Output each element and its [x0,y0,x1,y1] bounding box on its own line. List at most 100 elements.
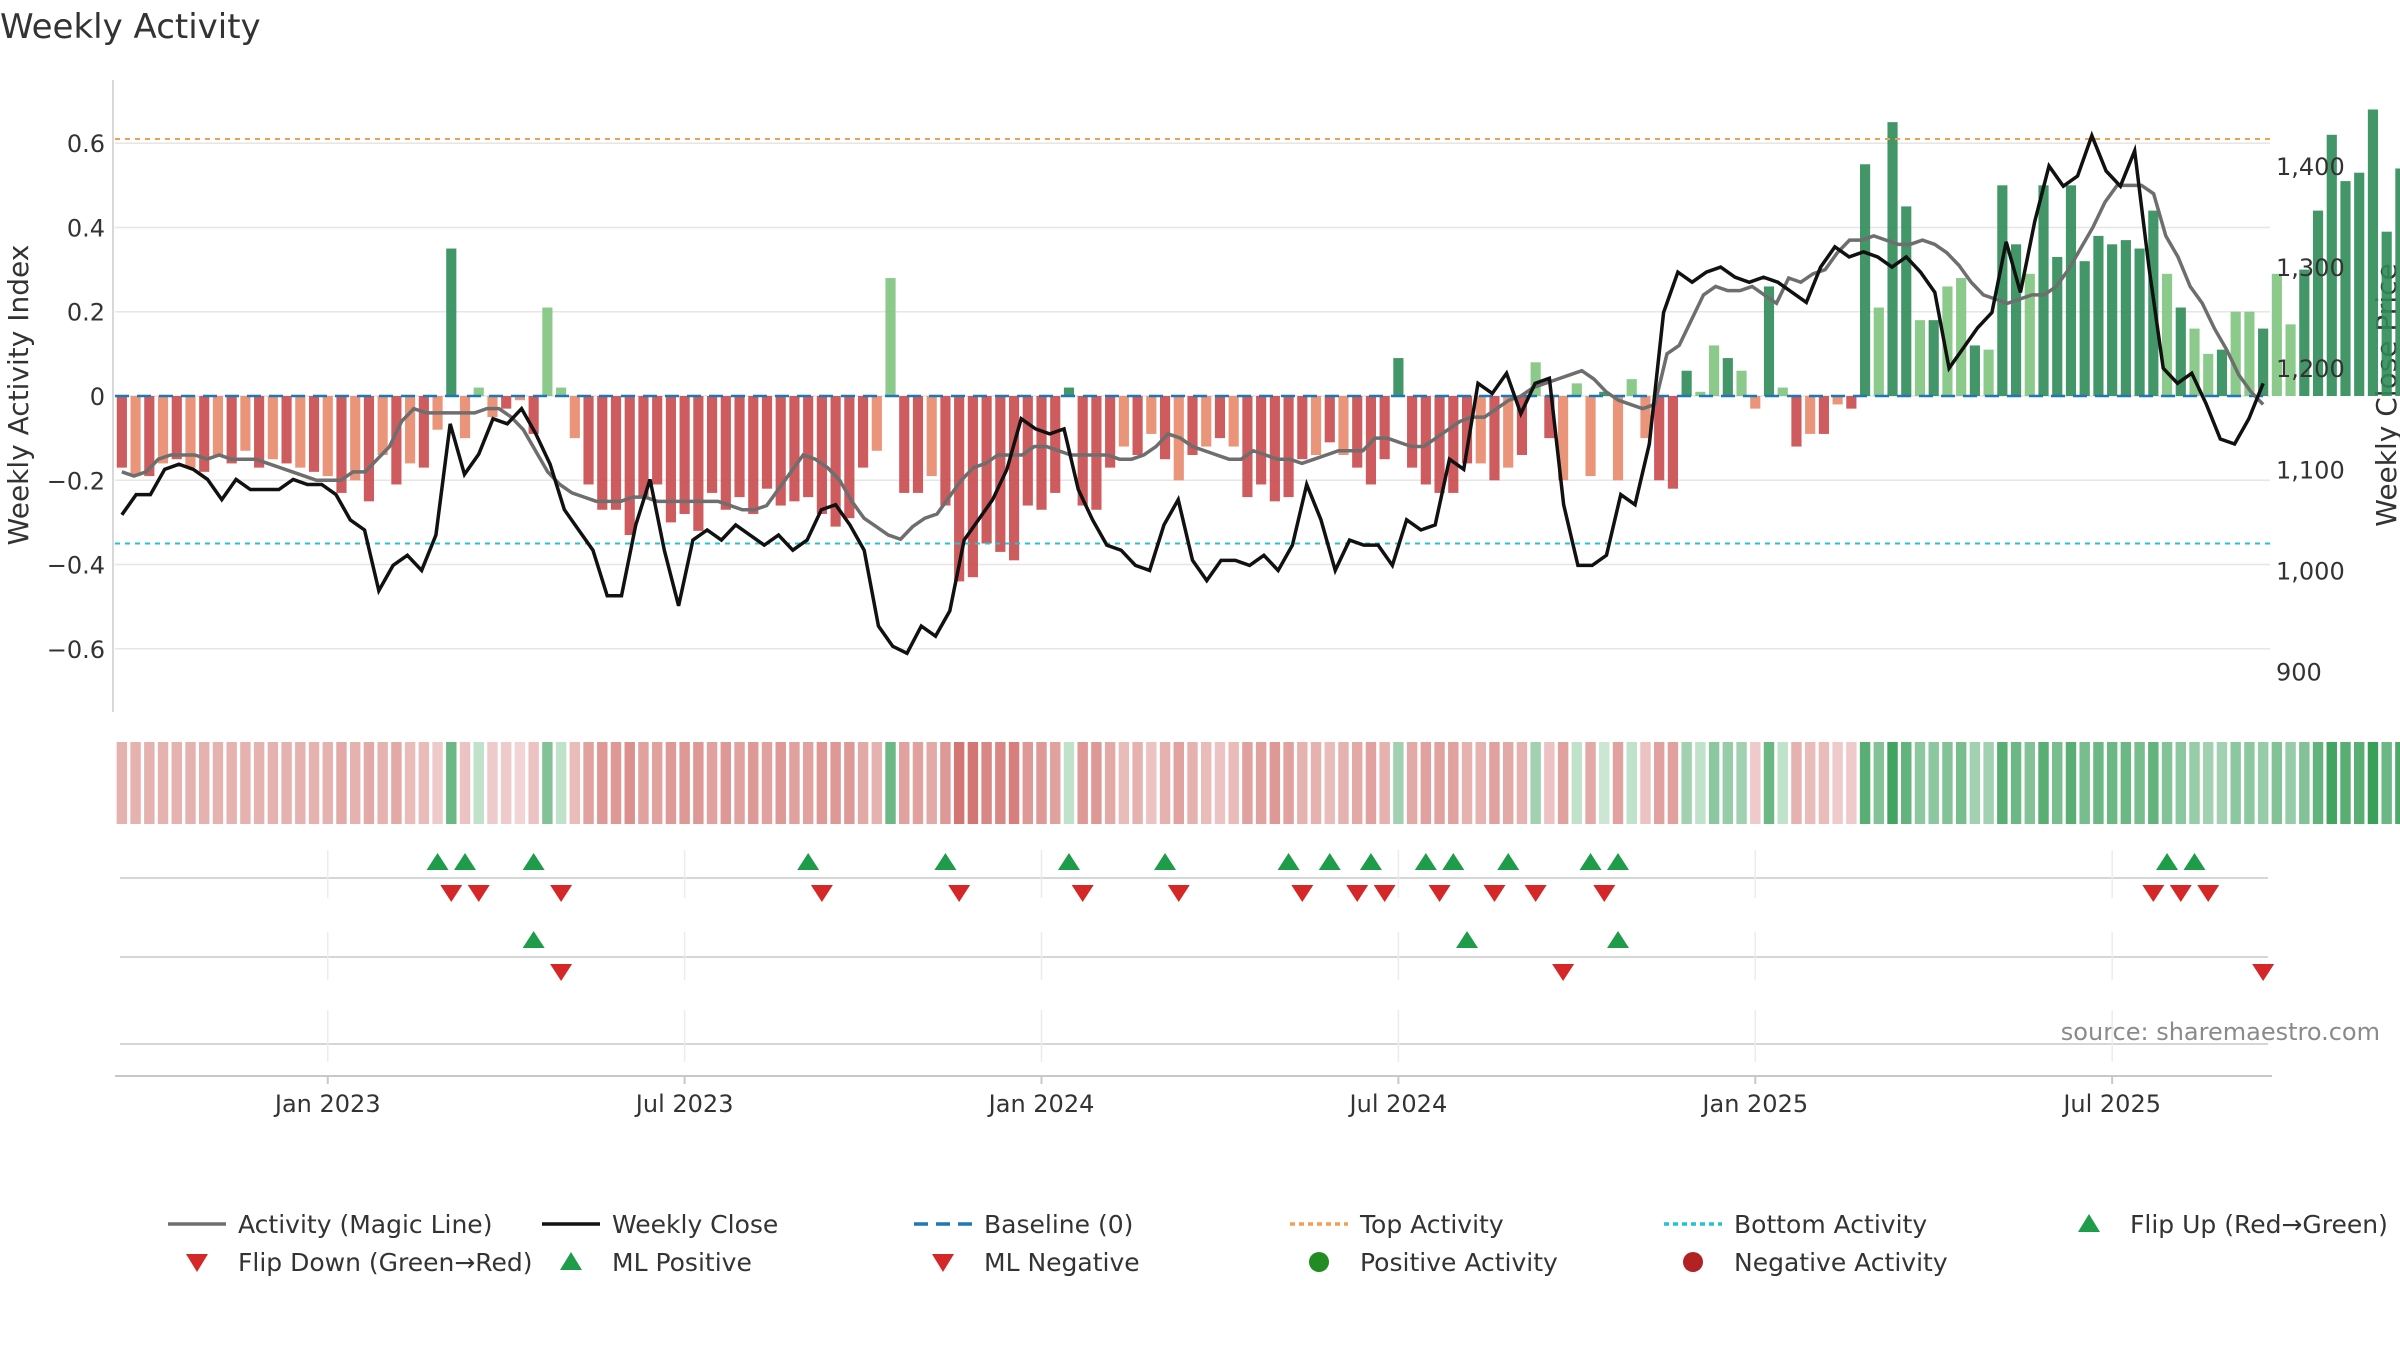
heat-strip-cell [144,742,155,824]
heat-strip-cell [2065,742,2077,824]
heat-strip-cell [2299,742,2310,824]
flip-down-marker [1483,885,1506,902]
legend-negative-activity-label: Negative Activity [1734,1248,1948,1277]
heat-strip-cell [789,742,800,824]
flip-up-marker [2156,853,2179,870]
activity-bar [487,396,498,418]
activity-bar [130,396,141,477]
heat-strip-cell [1969,742,1981,824]
legend-flip-down-label: Flip Down (Green→Red) [238,1248,533,1277]
activity-bar [2312,210,2324,396]
heat-strip-cell [844,742,855,824]
y2-tick-label: 1,200 [2276,355,2345,383]
legend-negative-activity-swatch [1683,1252,1703,1272]
heat-strip-cell [349,742,361,824]
heat-strip-cell [1297,742,1308,824]
legend-positive-activity: Positive Activity [1309,1248,1558,1277]
ml-positive-marker [1456,931,1479,948]
heat-strip-cell [2134,742,2145,824]
activity-bar [514,396,525,401]
activity-bar [1310,396,1322,455]
heat-strip-cell [1983,742,1994,824]
activity-bar [857,396,869,468]
weekly-close-line [120,130,2265,656]
activity-bar [1928,320,1939,396]
activity-bar [116,396,127,468]
heat-strip-cell [528,742,539,824]
heat-strip-cell [1777,742,1788,824]
activity-bar [940,396,951,506]
legend-ml-positive-swatch [560,1252,582,1270]
legend-baseline: Baseline (0) [914,1210,1133,1239]
heat-strip-cell [2079,742,2090,824]
heat-strip-cell [514,742,526,824]
heat-strip-cell [2257,742,2269,824]
heat-strip-cell [1118,742,1130,824]
activity-bar [267,396,278,460]
heat-strip-cell [2354,742,2365,824]
heat-strip-cell [693,742,704,824]
activity-bar [1407,396,1418,468]
source-note: source: sharemaestro.com [2061,1018,2380,1046]
heat-strip-cell [2326,742,2337,824]
activity-bar [844,396,855,519]
heat-strip-cell [2340,742,2351,824]
heat-strip-cell [2175,742,2186,824]
heat-strip-cell [899,742,910,824]
flip-up-marker [1607,853,1630,870]
legend-magic-line-label: Activity (Magic Line) [238,1210,492,1239]
activity-bar [995,396,1006,552]
activity-bar [1269,396,1280,502]
legend-flip-up-label: Flip Up (Red→Green) [2130,1210,2388,1239]
heat-strip-cell [1502,742,1514,824]
activity-bar [1558,396,1569,481]
heat-strip-cell [1544,742,1555,824]
activity-bar [665,396,676,523]
heat-strip-cell [1791,742,1802,824]
heat-strip-cell [1695,742,1706,824]
flip-up-marker [797,853,820,870]
heat-strip-cell [418,742,430,824]
heat-strip-cell [212,742,224,824]
heat-strip-cell [624,742,635,824]
activity-bar [185,396,196,468]
heat-strip-cell [1585,742,1596,824]
activity-bar [1544,396,1555,439]
activity-bar [912,396,924,493]
heat-strip-cell [1351,742,1363,824]
activity-bar [1805,396,1816,434]
heat-strip-cell [1393,742,1404,824]
heat-strip-cell [2395,742,2400,824]
activity-bar [679,396,690,514]
heat-strip-cell [1255,742,1267,824]
activity-bar [2367,109,2379,396]
heat-strip-cell [1681,742,1692,824]
activity-bar [1612,396,1624,481]
heat-strip-cell [638,742,649,824]
flip-down-marker [1428,885,1451,902]
heat-strip-cell [1324,742,1335,824]
flip-up-marker [1277,853,1300,870]
heat-strip-cell [1242,742,1253,824]
activity-bar [2024,273,2035,396]
activity-bar [1956,278,1967,396]
activity-bar [2161,273,2173,396]
heat-strip-cell [857,742,869,824]
legend-baseline-label: Baseline (0) [984,1210,1133,1239]
heat-strip-cell [1873,742,1885,824]
legend-positive-activity-label: Positive Activity [1360,1248,1558,1277]
flip-up-marker [1414,853,1437,870]
heat-strip-cell [2203,742,2214,824]
heat-strip-cell [761,742,773,824]
activity-bar [1063,387,1075,396]
flip-down-marker [440,885,463,902]
y-tick-label: 0.4 [67,214,105,242]
flip-up-marker [2183,853,2206,870]
legend-top-activity-label: Top Activity [1359,1210,1504,1239]
activity-bar [1420,396,1431,485]
legend-ml-positive: ML Positive [560,1248,752,1277]
ml-negative-marker [550,964,573,981]
heat-strip-cell [2216,742,2228,824]
activity-bar [199,396,210,472]
activity-bar [2381,231,2392,396]
